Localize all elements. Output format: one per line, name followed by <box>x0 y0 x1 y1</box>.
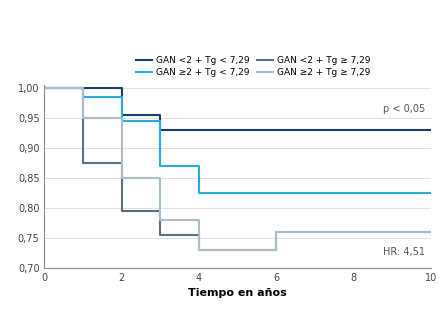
Line: GAN <2 + Tg ≥ 7,29: GAN <2 + Tg ≥ 7,29 <box>44 88 431 250</box>
GAN <2 + Tg ≥ 7,29 <box>274 230 279 234</box>
GAN ≥2 + Tg < 7,29 <box>119 119 124 123</box>
GAN <2 + Tg ≥ 7,29 <box>42 86 47 90</box>
GAN ≥2 + Tg ≥ 7,29 <box>42 86 47 90</box>
Line: GAN ≥2 + Tg < 7,29: GAN ≥2 + Tg < 7,29 <box>44 88 431 193</box>
GAN ≥2 + Tg ≥ 7,29 <box>158 218 163 222</box>
GAN <2 + Tg ≥ 7,29 <box>119 209 124 213</box>
GAN <2 + Tg < 7,29 <box>80 86 86 90</box>
GAN ≥2 + Tg < 7,29 <box>80 95 86 99</box>
GAN <2 + Tg < 7,29 <box>158 128 163 132</box>
GAN ≥2 + Tg < 7,29 <box>428 191 433 195</box>
GAN ≥2 + Tg ≥ 7,29 <box>428 230 433 234</box>
X-axis label: Tiempo en años: Tiempo en años <box>188 288 287 298</box>
GAN ≥2 + Tg < 7,29 <box>196 191 202 195</box>
GAN <2 + Tg < 7,29 <box>119 113 124 117</box>
Legend: GAN <2 + Tg < 7,29, GAN ≥2 + Tg < 7,29, GAN <2 + Tg ≥ 7,29, GAN ≥2 + Tg ≥ 7,29: GAN <2 + Tg < 7,29, GAN ≥2 + Tg < 7,29, … <box>136 56 370 77</box>
Line: GAN ≥2 + Tg ≥ 7,29: GAN ≥2 + Tg ≥ 7,29 <box>44 88 431 250</box>
GAN ≥2 + Tg < 7,29 <box>42 86 47 90</box>
GAN <2 + Tg < 7,29 <box>42 86 47 90</box>
GAN ≥2 + Tg ≥ 7,29 <box>274 230 279 234</box>
Text: p < 0,05: p < 0,05 <box>383 104 425 114</box>
GAN <2 + Tg ≥ 7,29 <box>158 233 163 237</box>
Line: GAN <2 + Tg < 7,29: GAN <2 + Tg < 7,29 <box>44 88 431 130</box>
GAN <2 + Tg ≥ 7,29 <box>196 248 202 252</box>
GAN <2 + Tg ≥ 7,29 <box>80 161 86 165</box>
GAN ≥2 + Tg < 7,29 <box>274 191 279 195</box>
GAN ≥2 + Tg ≥ 7,29 <box>119 176 124 180</box>
GAN ≥2 + Tg ≥ 7,29 <box>80 116 86 120</box>
GAN ≥2 + Tg ≥ 7,29 <box>196 248 202 252</box>
GAN <2 + Tg ≥ 7,29 <box>428 230 433 234</box>
GAN <2 + Tg < 7,29 <box>428 128 433 132</box>
Text: HR: 4,51: HR: 4,51 <box>383 247 425 257</box>
GAN ≥2 + Tg < 7,29 <box>158 164 163 168</box>
